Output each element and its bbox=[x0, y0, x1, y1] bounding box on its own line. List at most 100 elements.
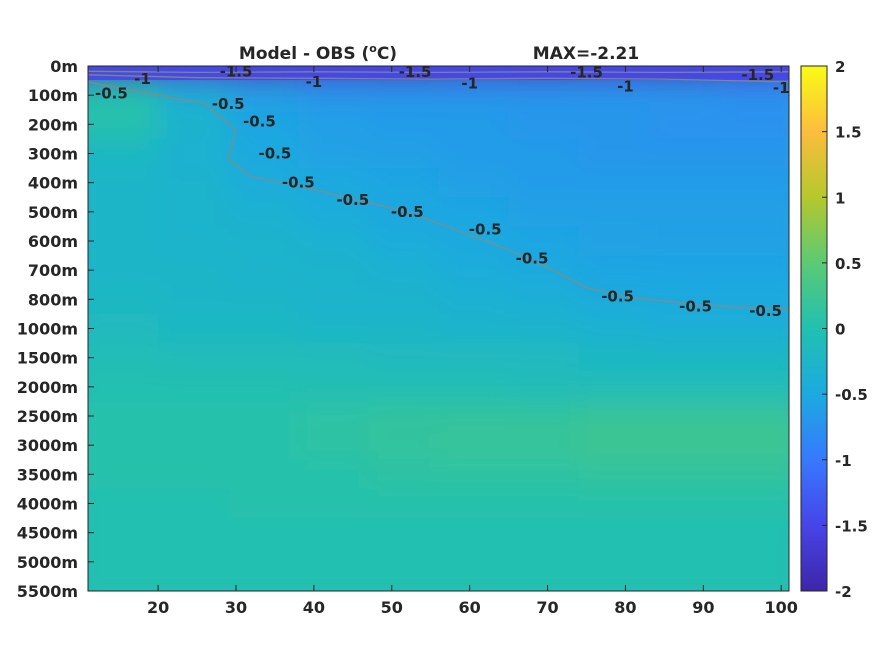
contour-layer: -1.5 -1.5 -1.5 -1.5-1 -1 -1 -1 -1-0.5-0.5-0.5-0… bbox=[88, 62, 789, 320]
field-cell bbox=[578, 488, 650, 520]
field-cell bbox=[508, 284, 580, 315]
contour-label: -1.5 bbox=[399, 63, 432, 81]
field-cell bbox=[298, 401, 370, 432]
y-tick-label: 1000m bbox=[17, 320, 78, 339]
x-tick-label: 70 bbox=[536, 598, 558, 617]
x-tick-label: 20 bbox=[147, 598, 169, 617]
field-cell bbox=[508, 226, 580, 257]
field-cell bbox=[298, 430, 370, 461]
contour-label: -0.5 bbox=[749, 302, 782, 320]
field-cell bbox=[228, 518, 300, 549]
x-tick-label: 60 bbox=[459, 598, 481, 617]
field-cell bbox=[718, 284, 789, 315]
contour-label: -0.5 bbox=[212, 95, 245, 113]
field-cell bbox=[438, 518, 510, 549]
field-cell bbox=[368, 197, 440, 228]
field-cell bbox=[88, 430, 160, 461]
field-cell bbox=[648, 518, 720, 549]
field-cell bbox=[298, 459, 370, 490]
field-cell bbox=[368, 459, 440, 490]
field-cell bbox=[158, 488, 230, 520]
field-cell bbox=[228, 401, 300, 432]
colorbar-ticks: 2 1.5 1 0.5 0 -0.5 -1 -1.5 -2 bbox=[822, 58, 868, 601]
y-tick-label: 700m bbox=[28, 261, 78, 280]
contour-label: -1.5 bbox=[570, 63, 603, 81]
contour-label: -0.5 bbox=[391, 203, 424, 221]
field-cell bbox=[718, 313, 789, 345]
field-cell bbox=[368, 547, 440, 578]
field-cell bbox=[508, 109, 580, 140]
field-cell bbox=[368, 255, 440, 286]
field-cell bbox=[158, 343, 230, 374]
y-tick-label: 300m bbox=[28, 145, 78, 164]
field-cell bbox=[508, 313, 580, 345]
y-tick-label: 4500m bbox=[17, 524, 78, 543]
field-cell bbox=[718, 372, 789, 403]
field-cell bbox=[648, 576, 720, 591]
field-cell bbox=[578, 430, 650, 461]
field-cell bbox=[718, 168, 789, 199]
contour-label: -1 bbox=[306, 73, 323, 91]
field-cell bbox=[368, 138, 440, 170]
field-cell bbox=[578, 576, 650, 591]
field-cell bbox=[508, 401, 580, 432]
contour-label: -1 bbox=[461, 75, 478, 93]
field-cell bbox=[578, 255, 650, 286]
field-cell bbox=[718, 226, 789, 257]
y-tick-label: 2000m bbox=[17, 378, 78, 397]
contour-label: -0.5 bbox=[258, 145, 291, 163]
field-cell bbox=[228, 488, 300, 520]
field-cell bbox=[298, 372, 370, 403]
field-cell bbox=[298, 138, 370, 170]
field-cell bbox=[88, 168, 160, 199]
field-cell bbox=[648, 168, 720, 199]
field-cell bbox=[368, 488, 440, 520]
field-cell bbox=[298, 488, 370, 520]
contour-line bbox=[88, 74, 789, 83]
contour-label: -1 bbox=[134, 70, 151, 88]
x-tick-label: 80 bbox=[614, 598, 636, 617]
field-cell bbox=[508, 80, 580, 111]
field-cell bbox=[508, 168, 580, 199]
field-cell bbox=[438, 226, 510, 257]
field-cell bbox=[368, 109, 440, 140]
field-cell bbox=[158, 576, 230, 591]
field-cell bbox=[438, 430, 510, 461]
field-cell bbox=[648, 372, 720, 403]
field-cell bbox=[438, 80, 510, 111]
field-cell bbox=[438, 547, 510, 578]
field-cell bbox=[718, 430, 789, 461]
field-cell bbox=[648, 138, 720, 170]
field-cell bbox=[88, 313, 160, 345]
field-cell bbox=[228, 372, 300, 403]
field-cell bbox=[718, 109, 789, 140]
field-cell bbox=[718, 343, 789, 374]
field-cell bbox=[228, 576, 300, 591]
field-cell bbox=[228, 197, 300, 228]
field-cell bbox=[368, 372, 440, 403]
y-tick-label: 0m bbox=[50, 57, 78, 76]
field-cell bbox=[438, 372, 510, 403]
contour-label: -1.5 bbox=[220, 62, 253, 80]
field-cell bbox=[88, 80, 160, 111]
field-layer: -1.5 -1.5 -1.5 -1.5-1 -1 -1 -1 -1-0.5-0.5-0.5-0… bbox=[88, 62, 789, 591]
y-tick-label: 100m bbox=[28, 86, 78, 105]
colorbar-tick-label: -2 bbox=[835, 583, 852, 601]
x-tick-label: 40 bbox=[303, 598, 325, 617]
colorbar-tick-label: 1.5 bbox=[835, 124, 862, 142]
x-axis: 20 30 40 50 60 70 80 90 100 bbox=[147, 66, 798, 617]
field-cell bbox=[228, 547, 300, 578]
y-tick-label: 800m bbox=[28, 290, 78, 309]
field-cell bbox=[158, 459, 230, 490]
x-tick-label: 50 bbox=[381, 598, 403, 617]
x-tick-label: 100 bbox=[765, 598, 798, 617]
field-cell bbox=[88, 488, 160, 520]
contour-label: -0.5 bbox=[469, 220, 502, 238]
field-cell bbox=[88, 197, 160, 228]
field-cell bbox=[578, 372, 650, 403]
colorbar-tick-label: 0.5 bbox=[835, 255, 862, 273]
field-cell bbox=[648, 343, 720, 374]
field-cell bbox=[508, 255, 580, 286]
field-cell bbox=[578, 459, 650, 490]
field-cell bbox=[298, 313, 370, 345]
